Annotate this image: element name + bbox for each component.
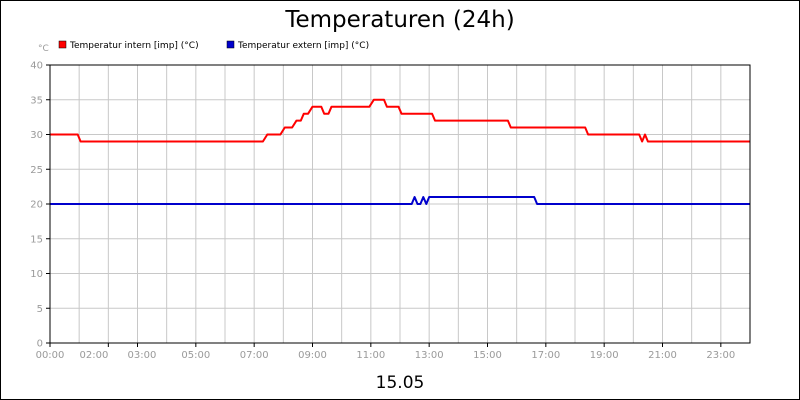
legend-label-extern: Temperatur extern [imp] (°C) [237, 41, 369, 51]
legend-swatch-intern [58, 40, 67, 49]
series-line-intern [50, 98, 750, 143]
y-axis-unit: °C [38, 44, 49, 54]
x-tick-label: 07:00 [240, 350, 269, 361]
y-tick-label: 20 [30, 200, 43, 211]
x-tick-label: 15:00 [473, 350, 502, 361]
series-lines [50, 98, 750, 205]
y-tick-label: 0 [37, 339, 43, 350]
x-tick-label: 21:00 [648, 350, 677, 361]
y-axis-ticks: 0 5 10 15 20 25 30 35 40 [30, 61, 43, 350]
y-tick-label: 40 [30, 61, 43, 72]
y-tick-label: 25 [30, 165, 43, 176]
legend-swatch-extern [226, 40, 235, 49]
x-tick-label: 19:00 [590, 350, 619, 361]
y-tick-label: 5 [37, 304, 43, 315]
x-tick-label: 03:00 [128, 350, 157, 361]
y-tick-label: 35 [30, 95, 43, 106]
x-axis-ticks: 00:00 02:00 03:00 05:00 07:00 09:00 11:00 13:00… [36, 350, 736, 361]
x-tick-label: 05:00 [181, 350, 210, 361]
x-tick-label: 11:00 [356, 350, 385, 361]
series-line-extern [50, 196, 750, 205]
date-label: 15.05 [376, 373, 425, 393]
y-tick-label: 15 [30, 234, 43, 245]
legend-label-intern: Temperatur intern [imp] (°C) [69, 41, 199, 51]
plot-frame [49, 64, 751, 344]
x-tick-label: 00:00 [36, 350, 65, 361]
x-tick-label: 17:00 [531, 350, 560, 361]
x-tick-label: 13:00 [415, 350, 444, 361]
chart-title: Temperaturen (24h) [284, 7, 514, 33]
x-tick-label: 09:00 [298, 350, 327, 361]
x-tick-label: 02:00 [80, 350, 109, 361]
y-tick-label: 30 [30, 130, 43, 141]
x-tick-label: 23:00 [706, 350, 735, 361]
legend: Temperatur intern [imp] (°C) Temperatur … [58, 40, 369, 51]
y-tick-label: 10 [30, 269, 43, 280]
